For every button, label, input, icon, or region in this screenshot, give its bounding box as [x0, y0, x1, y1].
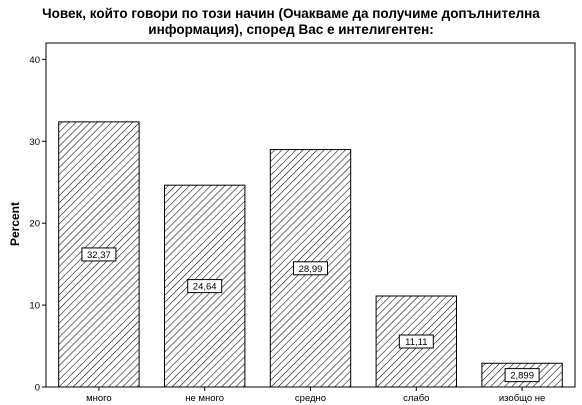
data-label-box [187, 279, 223, 294]
y-tick-label: 10 [29, 301, 40, 312]
x-tick-label: слабо [403, 393, 429, 404]
data-label-box [398, 334, 434, 349]
x-tick-label: средно [295, 393, 326, 404]
data-label-box [504, 368, 540, 383]
plot-area: 0 10 20 30 40 много 32,37 не много 24,64 средно 28… [29, 42, 576, 404]
chart-title-line-2: информация), според Вас е интелигентен: [148, 22, 433, 37]
x-tick-label: изобщо не [499, 393, 545, 404]
x-tick-label: много [86, 393, 112, 404]
data-label: 32,37 [87, 250, 111, 261]
y-tick-label: 40 [29, 55, 40, 66]
data-label-box [81, 247, 117, 262]
data-label: 28,99 [299, 264, 323, 275]
y-tick-label: 30 [29, 137, 40, 148]
x-tick-label: не много [185, 393, 224, 404]
y-tick-label: 20 [29, 219, 40, 230]
data-label: 24,64 [193, 282, 217, 293]
data-label: 2,899 [510, 371, 534, 382]
y-tick-label: 0 [35, 383, 40, 394]
chart-title-line-1: Човек, който говори по този начин (Очакв… [42, 6, 540, 21]
y-axis-label: Percent [8, 202, 22, 246]
data-label-box [293, 261, 328, 276]
data-label: 11,11 [405, 337, 427, 348]
